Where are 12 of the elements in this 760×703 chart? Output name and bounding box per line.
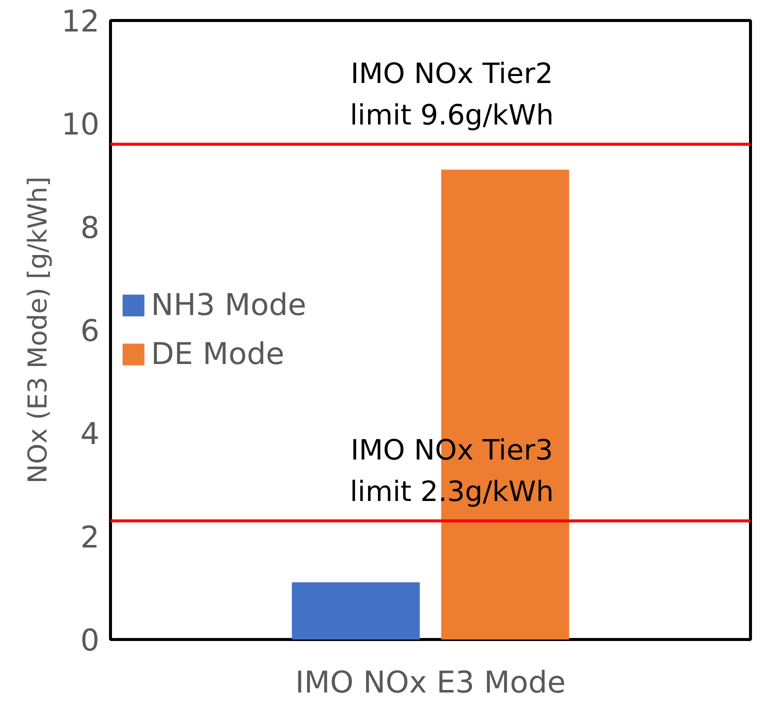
y-axis-title: NOx (E3 Mode) [g/kWh] <box>23 176 54 484</box>
y-tick-label: 2 <box>80 520 100 556</box>
y-tick-label: 10 <box>61 108 100 143</box>
legend-label: NH3 Mode <box>151 288 306 322</box>
y-tick-label: 4 <box>80 417 100 452</box>
y-tick-label: 8 <box>80 210 100 246</box>
legend-label: DE Mode <box>151 336 284 372</box>
ref-line-label: IMO NOx Tier2 limit 9.6g/kWh <box>350 57 554 132</box>
y-tick-label: 12 <box>61 4 100 40</box>
x-tick-label: IMO NOx E3 Mode <box>295 666 566 700</box>
y-tick-label: 0 <box>80 624 100 658</box>
y-tick-label: 6 <box>80 314 100 349</box>
